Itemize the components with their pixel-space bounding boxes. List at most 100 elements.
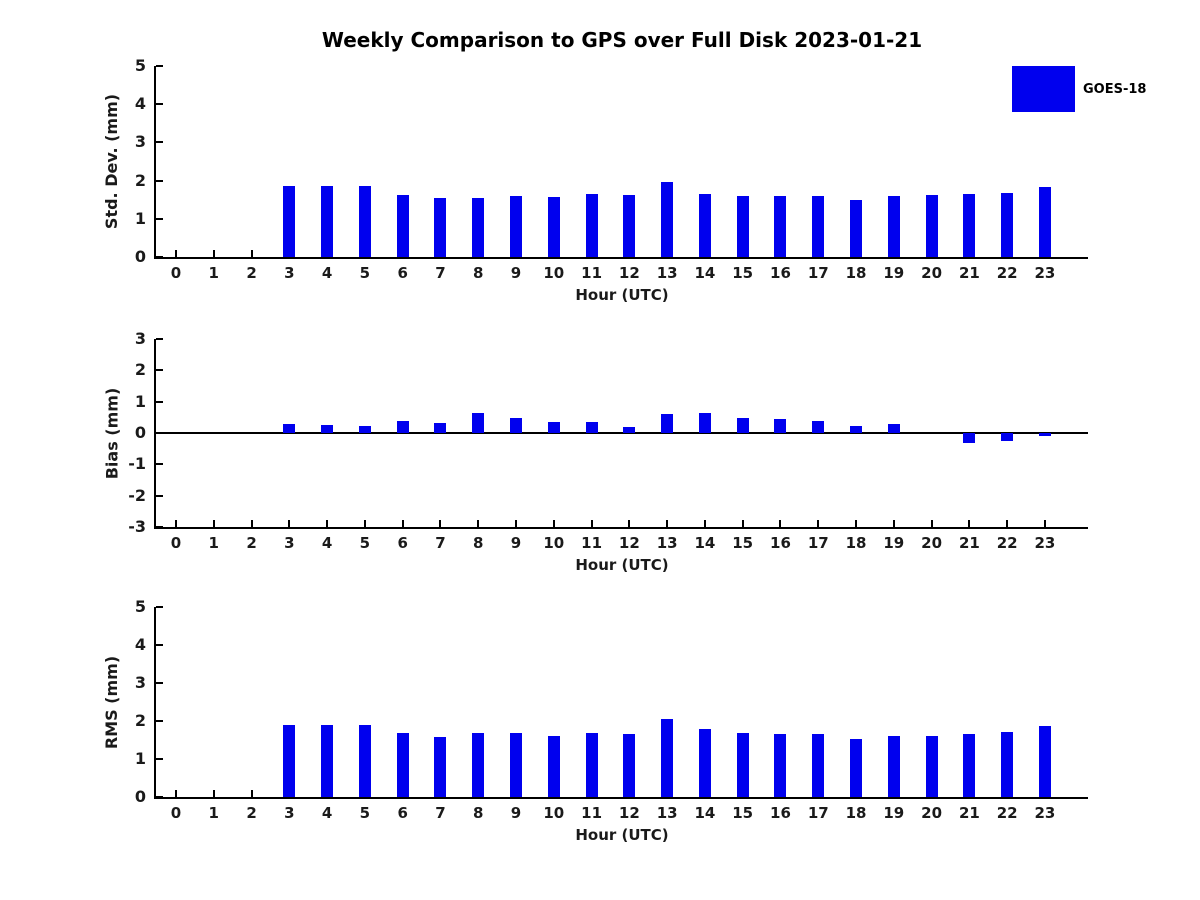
- bar-hour-17: [812, 421, 825, 433]
- x-tick-label: 19: [883, 804, 905, 822]
- x-tick-label: 10: [543, 534, 565, 552]
- bar-hour-19: [887, 196, 900, 257]
- y-tick-label: -1: [128, 454, 146, 474]
- y-tick-label: 0: [134, 423, 146, 442]
- x-tick-label: 23: [1034, 804, 1056, 822]
- x-tick: [363, 520, 366, 527]
- y-tick-label: 1: [134, 208, 146, 228]
- x-axis-spine: [154, 527, 1088, 529]
- x-tick-label: 7: [435, 804, 446, 822]
- bar-hour-13: [661, 182, 674, 257]
- y-tick-label: -2: [128, 485, 146, 505]
- bar-hour-5: [358, 425, 371, 433]
- x-tick-label: 14: [694, 534, 716, 552]
- bar-hour-12: [623, 194, 636, 257]
- bar-hour-6: [396, 733, 409, 797]
- x-tick-label: 17: [807, 534, 829, 552]
- x-tick-label: 19: [883, 534, 905, 552]
- x-tick-label: 5: [359, 804, 371, 822]
- x-tick-label: 20: [921, 534, 943, 552]
- x-tick-label: 23: [1034, 534, 1056, 552]
- bar-hour-11: [585, 422, 598, 433]
- bar-hour-8: [472, 197, 485, 257]
- x-tick-label: 22: [996, 264, 1018, 282]
- bar-hour-22: [1001, 731, 1014, 797]
- bar-hour-14: [698, 193, 711, 257]
- y-tick: [156, 179, 163, 182]
- y-tick-label: 1: [134, 749, 146, 768]
- x-tick-label: 17: [807, 264, 829, 282]
- x-tick-label: 8: [473, 534, 484, 552]
- bar-hour-8: [472, 413, 485, 433]
- x-tick-label: 2: [246, 534, 257, 552]
- bar-hour-22: [1001, 433, 1014, 442]
- x-tick-label: 8: [473, 804, 484, 822]
- y-tick-label: 3: [134, 673, 146, 692]
- x-tick: [1043, 520, 1046, 527]
- x-axis-label-hour-utc: Hour (UTC): [575, 826, 669, 844]
- x-tick-label: 6: [397, 534, 408, 552]
- x-tick-label: 18: [845, 264, 867, 282]
- y-tick: [156, 400, 163, 403]
- x-tick-label: 1: [208, 264, 219, 282]
- x-tick: [817, 520, 820, 527]
- x-tick-label: 0: [170, 804, 182, 822]
- x-tick-label: 6: [397, 264, 408, 282]
- bar-hour-10: [547, 735, 560, 797]
- legend-swatch-goes18: [1012, 66, 1075, 112]
- x-tick-label: 16: [770, 264, 791, 282]
- x-tick: [552, 520, 555, 527]
- axes-bias: Bias (mm) Hour (UTC) -3 -2 -1 0 1 2 3 0 1 2 3 4 5 6 7 8…: [103, 329, 1088, 574]
- x-tick-label: 2: [246, 264, 257, 282]
- x-tick: [175, 520, 177, 527]
- bar-hour-14: [698, 412, 711, 433]
- x-tick-label: 21: [958, 804, 980, 822]
- x-tick-label: 19: [883, 264, 905, 282]
- x-tick-label: 5: [359, 534, 371, 552]
- x-tick-label: 0: [170, 534, 182, 552]
- x-tick-label: 9: [510, 534, 522, 552]
- x-tick: [175, 250, 177, 257]
- y-tick-label: 2: [134, 360, 146, 380]
- y-tick-label: -3: [128, 517, 146, 536]
- bar-hour-9: [510, 733, 523, 797]
- y-tick: [156, 494, 163, 497]
- x-tick: [666, 520, 669, 527]
- y-tick: [156, 65, 163, 67]
- bar-hour-13: [661, 413, 674, 433]
- y-tick-label: 3: [134, 329, 146, 348]
- bar-hour-12: [623, 734, 636, 797]
- x-tick: [212, 520, 215, 527]
- x-tick-label: 22: [996, 534, 1018, 552]
- bar-hour-3: [283, 423, 296, 433]
- y-tick-label: 1: [134, 391, 146, 411]
- x-tick-label: 14: [694, 804, 716, 822]
- bar-hour-11: [585, 193, 598, 257]
- x-tick: [590, 520, 593, 527]
- bar-hour-21: [963, 433, 976, 444]
- x-tick-label: 7: [435, 534, 446, 552]
- x-tick: [628, 520, 631, 527]
- y-tick: [156, 103, 163, 106]
- bar-hour-22: [1001, 192, 1014, 257]
- x-tick: [703, 520, 706, 527]
- bar-hour-20: [925, 736, 938, 797]
- x-tick: [741, 520, 744, 527]
- y-tick: [156, 606, 163, 608]
- y-tick: [156, 141, 163, 144]
- x-tick-label: 22: [996, 804, 1018, 822]
- bar-hour-16: [774, 733, 787, 797]
- bar-hour-7: [434, 736, 447, 797]
- x-tick-label: 3: [284, 534, 295, 552]
- bar-hour-19: [887, 735, 900, 797]
- x-tick: [477, 520, 480, 527]
- y-tick-label: 5: [134, 56, 146, 75]
- bar-hour-3: [283, 185, 296, 257]
- x-tick-label: 11: [581, 264, 603, 282]
- x-tick-label: 4: [321, 534, 333, 552]
- bar-hour-7: [434, 197, 447, 257]
- x-tick-label: 13: [656, 534, 678, 552]
- bar-hour-14: [698, 729, 711, 797]
- x-tick-label: 16: [770, 534, 791, 552]
- bar-hour-15: [736, 418, 749, 433]
